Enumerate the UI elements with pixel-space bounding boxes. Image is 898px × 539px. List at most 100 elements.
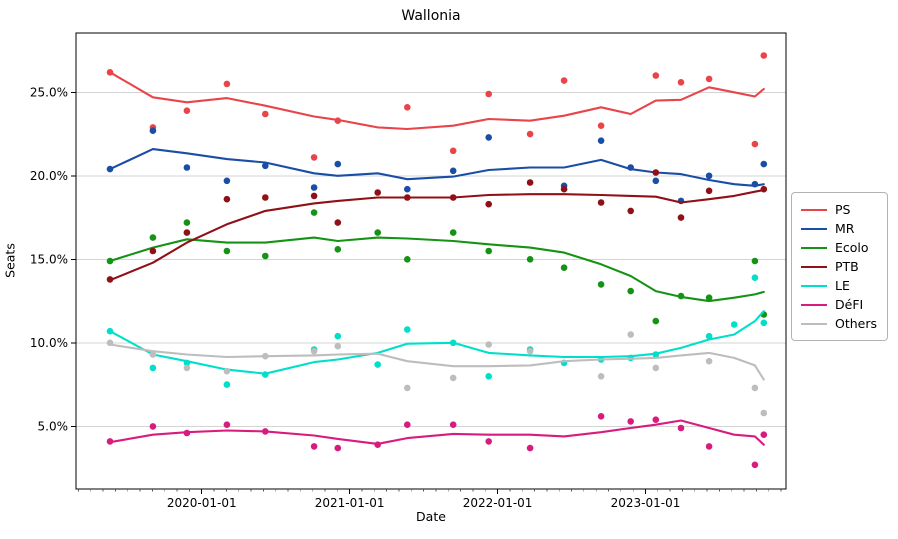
point-defi bbox=[751, 461, 759, 469]
point-ps bbox=[106, 69, 114, 76]
point-others bbox=[149, 351, 157, 358]
point-ps bbox=[485, 90, 493, 98]
point-defi bbox=[705, 443, 713, 450]
legend-label-ps: PS bbox=[835, 202, 851, 217]
y-axis-label: Seats bbox=[2, 243, 18, 278]
point-ecolo bbox=[262, 252, 269, 260]
point-ps bbox=[560, 77, 568, 84]
point-defi bbox=[223, 421, 231, 429]
point-mr bbox=[183, 164, 191, 171]
point-ecolo bbox=[310, 209, 318, 216]
point-ptb bbox=[449, 194, 457, 201]
point-others bbox=[310, 347, 318, 355]
legend-swatch-ps bbox=[801, 208, 827, 211]
y-tick-label: 20.0% bbox=[30, 169, 68, 183]
legend-swatch-mr bbox=[801, 227, 827, 230]
point-ptb bbox=[760, 185, 768, 193]
point-le bbox=[705, 332, 713, 340]
legend-label-ptb: PTB bbox=[835, 259, 859, 274]
point-ecolo bbox=[652, 317, 660, 325]
point-ptb bbox=[310, 192, 318, 200]
x-tick-label: 2020-01-01 bbox=[167, 496, 237, 510]
point-le bbox=[485, 373, 493, 380]
point-defi bbox=[183, 429, 191, 437]
point-defi bbox=[597, 413, 605, 420]
point-ecolo bbox=[526, 255, 534, 263]
point-ecolo bbox=[223, 247, 231, 255]
point-others bbox=[597, 373, 605, 380]
point-ecolo bbox=[485, 247, 493, 255]
point-le bbox=[730, 321, 738, 328]
point-ptb bbox=[597, 199, 605, 206]
point-defi bbox=[526, 444, 534, 452]
point-defi bbox=[404, 421, 411, 429]
legend-swatch-ecolo bbox=[801, 246, 827, 249]
point-mr bbox=[705, 172, 713, 180]
point-le bbox=[652, 351, 660, 358]
x-tick-label: 2021-01-01 bbox=[315, 496, 385, 510]
legend-label-defi: DéFI bbox=[835, 297, 864, 312]
legend-label-ecolo: Ecolo bbox=[835, 240, 869, 255]
point-le bbox=[334, 332, 342, 340]
point-ecolo bbox=[183, 219, 191, 226]
point-ecolo bbox=[149, 234, 157, 241]
point-ptb bbox=[404, 194, 411, 201]
point-ps bbox=[526, 130, 534, 138]
point-others bbox=[106, 339, 114, 347]
point-ps bbox=[310, 154, 318, 161]
point-ps bbox=[183, 107, 191, 114]
point-ecolo bbox=[597, 281, 605, 288]
point-defi bbox=[760, 431, 768, 439]
point-ecolo bbox=[627, 287, 634, 295]
legend-item-ecolo: Ecolo bbox=[801, 238, 877, 257]
point-ecolo bbox=[751, 257, 759, 265]
point-defi bbox=[627, 418, 634, 425]
point-mr bbox=[597, 137, 605, 144]
point-ptb bbox=[705, 187, 713, 195]
point-others bbox=[627, 331, 634, 338]
point-le bbox=[183, 359, 191, 367]
point-ps bbox=[760, 52, 768, 59]
legend-swatch-defi bbox=[801, 303, 827, 306]
trend-ptb bbox=[108, 188, 765, 282]
point-others bbox=[526, 347, 534, 355]
point-ptb bbox=[183, 229, 191, 236]
point-mr bbox=[485, 134, 493, 141]
point-ptb bbox=[149, 247, 157, 255]
point-le bbox=[760, 319, 768, 327]
point-defi bbox=[449, 421, 457, 429]
point-defi bbox=[310, 443, 318, 450]
point-others bbox=[223, 367, 231, 375]
trend-mr bbox=[108, 148, 765, 187]
point-le bbox=[223, 381, 231, 388]
point-ps bbox=[705, 75, 713, 83]
point-ps bbox=[404, 104, 411, 111]
point-ps bbox=[449, 147, 457, 155]
point-ptb bbox=[677, 214, 685, 221]
y-tick-label: 5.0% bbox=[38, 419, 69, 433]
point-mr bbox=[652, 177, 660, 185]
point-mr bbox=[627, 164, 634, 171]
point-defi bbox=[652, 416, 660, 424]
point-others bbox=[183, 364, 191, 372]
trend-le bbox=[108, 310, 765, 375]
plot-border bbox=[75, 32, 787, 490]
point-ecolo bbox=[560, 264, 568, 272]
point-le bbox=[149, 364, 157, 372]
point-others bbox=[751, 384, 759, 392]
legend-item-defi: DéFI bbox=[801, 295, 877, 314]
legend: PS MR Ecolo PTB LE DéFI Others bbox=[791, 192, 889, 341]
point-le bbox=[404, 326, 411, 333]
point-others bbox=[760, 409, 768, 417]
point-ptb bbox=[627, 207, 634, 215]
trend-ecolo bbox=[108, 236, 765, 303]
point-le bbox=[449, 339, 457, 347]
point-ecolo bbox=[374, 229, 382, 236]
legend-swatch-le bbox=[801, 284, 827, 287]
point-others bbox=[404, 384, 411, 392]
point-defi bbox=[262, 428, 269, 435]
legend-item-mr: MR bbox=[801, 219, 877, 238]
point-mr bbox=[449, 167, 457, 175]
